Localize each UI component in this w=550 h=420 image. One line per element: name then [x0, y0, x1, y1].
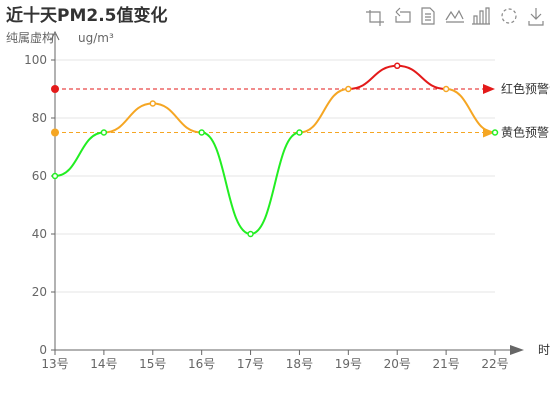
data-point[interactable] — [247, 230, 254, 238]
data-point[interactable] — [345, 85, 352, 93]
y-tick-label: 80 — [32, 111, 47, 125]
x-tick-label: 15号 — [139, 357, 166, 371]
data-point[interactable] — [442, 85, 450, 93]
series-line — [54, 64, 496, 235]
chart-subtitle: 纯属虚构 — [6, 30, 54, 45]
series-line-segment — [152, 102, 202, 134]
series-line-segment — [103, 102, 153, 134]
data-point[interactable] — [198, 129, 205, 136]
series-line-segment — [299, 88, 349, 134]
grid-lines — [55, 59, 495, 293]
x-tick-label: 20号 — [384, 357, 411, 371]
series-line-segment — [446, 88, 496, 134]
bar-chart-icon[interactable] — [472, 7, 490, 25]
x-tick-label: 21号 — [432, 357, 459, 371]
chart-title: 近十天PM2.5值变化 — [6, 5, 168, 26]
y-tick-label: 40 — [32, 227, 47, 241]
y-tick-label: 20 — [32, 285, 47, 299]
threshold-label: 红色预警9 — [501, 81, 550, 96]
save-image-icon[interactable] — [528, 8, 544, 26]
x-tick-label: 22号 — [481, 357, 508, 371]
series-line-segment — [348, 64, 398, 90]
y-tick-label: 0 — [39, 343, 47, 357]
y-axis-arrow — [50, 30, 60, 41]
zoom-reset-icon[interactable] — [395, 7, 411, 23]
x-axis-label: 时 — [538, 343, 550, 357]
data-point[interactable] — [51, 172, 59, 180]
restore-icon[interactable] — [501, 8, 517, 24]
toolbox — [366, 7, 544, 26]
x-axis-arrow — [510, 345, 524, 355]
y-axis-ticks: 0 20 40 60 80 100 — [24, 53, 55, 357]
series-line-segment — [250, 131, 300, 235]
data-point[interactable] — [149, 100, 157, 107]
x-axis-ticks: 13号 14号 15号 16号 17号 18号 19号 20号 21号 22号 — [41, 350, 509, 371]
x-tick-label: 16号 — [188, 357, 215, 371]
x-tick-label: 19号 — [335, 357, 362, 371]
y-axis-label: ug/m³ — [78, 31, 114, 45]
x-tick-label: 14号 — [90, 357, 117, 371]
x-tick-label: 17号 — [237, 357, 264, 371]
data-view-icon[interactable] — [421, 7, 435, 25]
data-point[interactable] — [296, 129, 303, 136]
data-point[interactable] — [491, 129, 499, 136]
y-tick-label: 60 — [32, 169, 47, 183]
zoom-icon[interactable] — [366, 10, 384, 26]
x-tick-label: 13号 — [41, 357, 68, 371]
y-tick-label: 100 — [24, 53, 47, 67]
threshold-label: 黄色预警7 — [501, 125, 550, 140]
threshold-start-marker — [51, 128, 59, 137]
line-chart-icon[interactable] — [445, 9, 464, 23]
series-line-segment — [397, 64, 447, 90]
x-tick-label: 18号 — [286, 357, 313, 371]
data-point[interactable] — [393, 62, 401, 70]
series-points — [51, 62, 499, 238]
series-line-segment — [201, 131, 251, 235]
axes — [50, 30, 524, 355]
series-line-segment — [54, 131, 104, 177]
threshold-arrow — [483, 84, 495, 94]
threshold-start-marker — [51, 85, 59, 93]
data-point[interactable] — [100, 129, 108, 136]
